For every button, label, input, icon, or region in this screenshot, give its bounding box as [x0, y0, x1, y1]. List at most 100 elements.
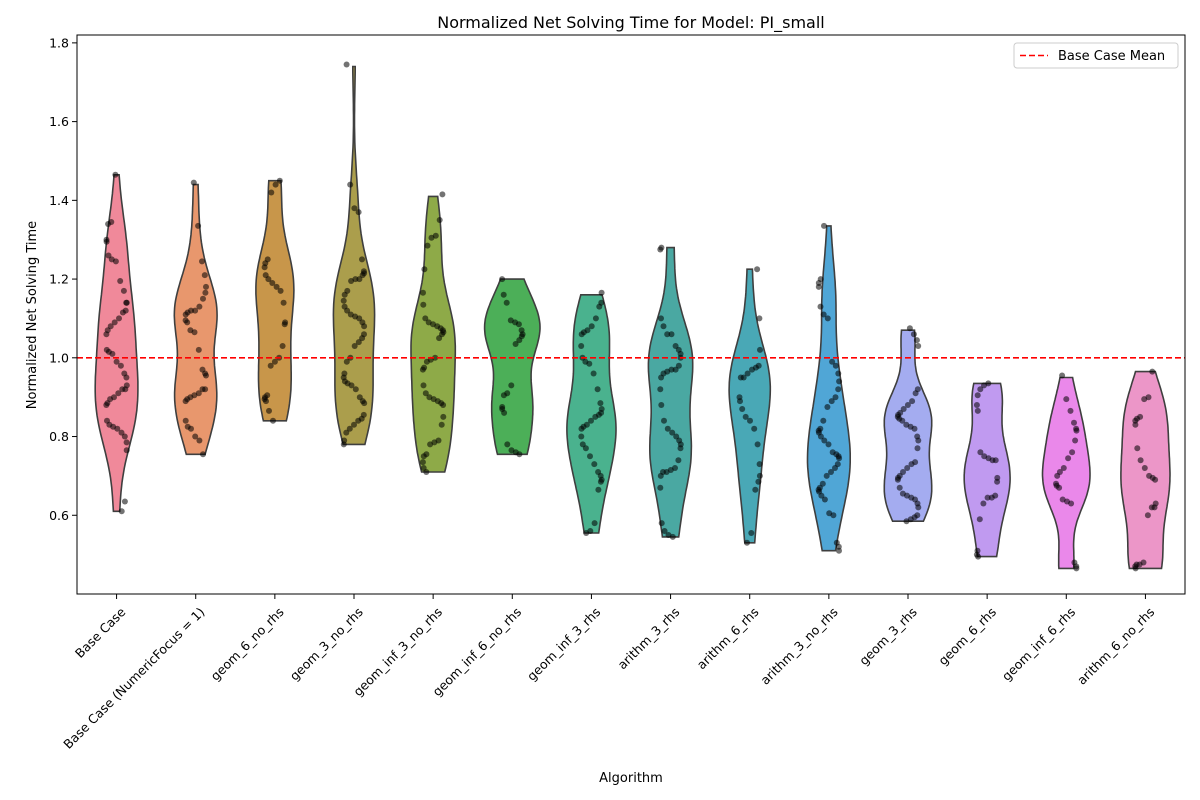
data-point — [587, 453, 593, 460]
data-point — [184, 319, 191, 326]
data-point — [915, 437, 922, 444]
data-point — [279, 343, 286, 349]
violin-base-case — [94, 174, 139, 513]
data-point — [981, 382, 987, 389]
data-point — [751, 425, 758, 432]
data-point — [594, 386, 601, 393]
data-point — [343, 61, 350, 68]
data-point — [1141, 465, 1148, 471]
data-point — [914, 445, 921, 452]
data-point — [348, 382, 355, 389]
data-point — [438, 421, 445, 428]
data-point — [592, 413, 599, 420]
data-point — [744, 539, 750, 546]
data-point — [742, 413, 749, 420]
data-point — [747, 417, 753, 424]
data-point — [1141, 396, 1148, 403]
data-point — [423, 469, 430, 475]
data-point — [419, 459, 426, 466]
data-point — [595, 486, 602, 493]
data-point — [268, 189, 275, 196]
data-point — [340, 297, 347, 304]
data-point — [578, 331, 585, 338]
data-point — [1144, 512, 1151, 519]
data-point — [346, 425, 353, 432]
data-point — [668, 331, 675, 338]
data-point — [1073, 427, 1080, 434]
data-point — [114, 425, 121, 432]
data-point — [117, 362, 124, 369]
data-point — [825, 441, 832, 448]
data-point — [754, 266, 761, 273]
data-point — [273, 283, 280, 290]
data-point — [658, 315, 664, 322]
data-point — [351, 205, 358, 212]
data-point — [265, 276, 272, 283]
data-point — [123, 299, 130, 306]
data-point — [440, 413, 447, 420]
data-point — [422, 315, 429, 322]
data-point — [980, 500, 987, 507]
data-point — [657, 484, 664, 491]
data-point — [428, 234, 435, 241]
data-point — [756, 472, 763, 479]
data-point — [976, 516, 983, 523]
data-point — [503, 299, 510, 306]
data-point — [754, 441, 761, 448]
data-point — [112, 171, 119, 178]
data-point — [117, 278, 124, 284]
data-point — [192, 433, 199, 440]
data-point — [119, 309, 126, 316]
data-point — [516, 451, 523, 458]
data-point — [516, 337, 523, 344]
data-point — [103, 238, 110, 245]
data-point — [756, 315, 763, 322]
data-point — [597, 478, 604, 485]
data-point — [737, 398, 743, 405]
data-point — [588, 417, 594, 424]
data-point — [1132, 421, 1139, 428]
violin-geom-inf-6-rhs — [1041, 376, 1091, 570]
data-point — [894, 476, 901, 483]
x-tick-label: Base Case — [72, 604, 129, 661]
data-point — [994, 478, 1001, 485]
data-point — [661, 417, 667, 424]
data-point — [755, 478, 762, 485]
data-point — [904, 402, 911, 408]
data-point — [588, 323, 595, 330]
data-point — [119, 386, 126, 393]
data-point — [355, 417, 362, 424]
y-tick-label: 1.2 — [49, 272, 69, 287]
data-point — [664, 331, 671, 338]
y-tick-label: 1.8 — [49, 35, 69, 50]
data-point — [272, 181, 279, 188]
data-point — [116, 315, 122, 322]
plot-frame — [76, 34, 1186, 595]
data-point — [597, 400, 604, 407]
data-point — [123, 447, 130, 454]
data-point — [103, 331, 110, 338]
data-point — [977, 386, 984, 393]
y-tick-label: 1.0 — [49, 350, 69, 365]
y-tick-label: 0.6 — [49, 508, 69, 523]
data-point — [737, 374, 744, 381]
data-point — [1065, 455, 1072, 462]
data-point — [828, 469, 834, 475]
data-point — [598, 289, 605, 296]
data-point — [973, 402, 980, 408]
data-point — [586, 360, 593, 367]
data-point — [908, 461, 915, 468]
data-point — [203, 283, 209, 290]
data-point — [913, 337, 920, 344]
data-point — [424, 242, 431, 249]
data-point — [121, 498, 128, 505]
data-point — [121, 433, 128, 440]
data-point — [906, 325, 913, 332]
data-point — [915, 343, 922, 349]
x-tick-label: geom_inf_6_rhs — [999, 604, 1078, 683]
data-point — [120, 287, 127, 294]
data-point — [832, 362, 839, 369]
data-point — [361, 323, 368, 330]
data-point — [261, 264, 268, 271]
